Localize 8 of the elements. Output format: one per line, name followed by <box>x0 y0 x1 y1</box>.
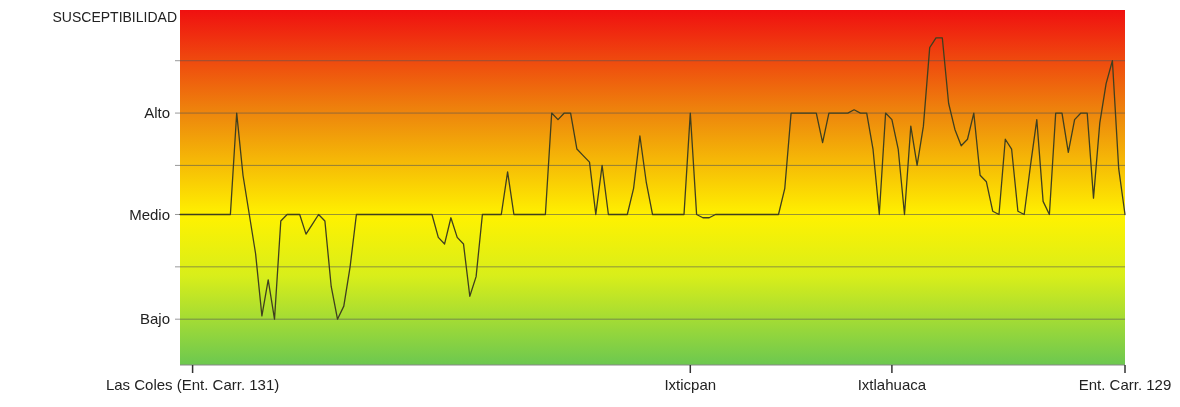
x-tick-label: Las Coles (Ent. Carr. 131) <box>105 376 280 393</box>
x-tick-label: Ixticpan <box>664 376 717 393</box>
x-tick-label: Ent. Carr. 129 <box>1078 376 1172 393</box>
x-tick-label: Ixtlahuaca <box>857 376 927 393</box>
ref-line-label: Medio <box>129 205 170 223</box>
ref-line-label: Alto <box>144 104 170 122</box>
ref-line-label: Bajo <box>139 310 170 328</box>
y-axis-title: SUSCEPTIBILIDAD <box>52 9 177 25</box>
